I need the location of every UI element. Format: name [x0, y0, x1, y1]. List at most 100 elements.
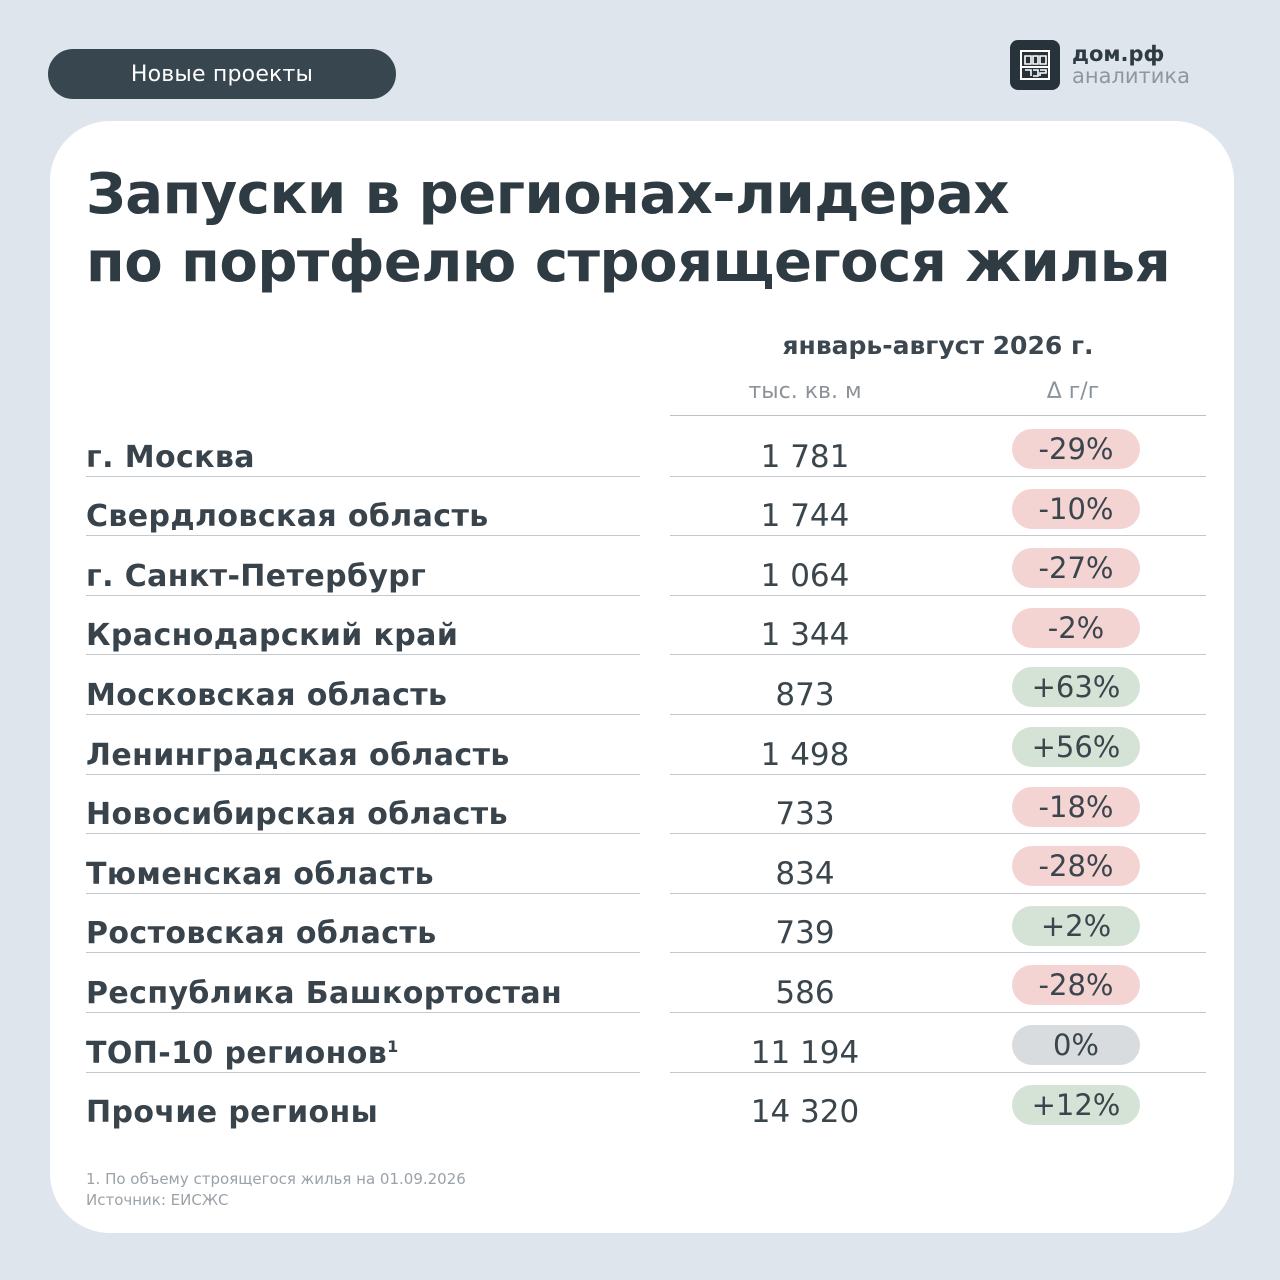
region-name-text: Ростовская область	[86, 916, 437, 952]
section-label: Новые проекты	[48, 49, 396, 99]
volume-value: 739	[775, 915, 835, 952]
volume-value: 14 320	[750, 1094, 860, 1131]
region-name-text: Ленинградская область	[86, 737, 510, 773]
row-divider-right	[670, 833, 1206, 835]
region-name-text: Новосибирская область	[86, 797, 508, 833]
change-badge: -28%	[1012, 965, 1140, 1006]
row-divider-left	[86, 1071, 640, 1073]
region-name: г. Санкт-Петербург	[86, 559, 646, 594]
region-name-text: Краснодарский край	[86, 618, 459, 654]
row-divider-right	[670, 654, 1206, 656]
page-title: Запуски в регионах-лидерах по портфелю с…	[86, 161, 1171, 297]
volume-value: 1 781	[760, 438, 850, 475]
change-badge: +63%	[1012, 667, 1140, 708]
volume-value: 1 064	[760, 557, 850, 594]
region-name: Прочие регионы	[86, 1095, 646, 1130]
volume-value: 11 194	[750, 1034, 860, 1071]
volume-value: 586	[775, 974, 835, 1011]
row-divider-right	[670, 594, 1206, 596]
volume-value: 834	[775, 855, 835, 892]
region-name: Тюменская область	[86, 857, 646, 892]
change-badge: -27%	[1012, 548, 1140, 589]
row-divider-right	[670, 535, 1206, 537]
row-divider-right	[670, 952, 1206, 954]
change-badge: -2%	[1012, 607, 1140, 648]
region-name-text: Прочие регионы	[86, 1095, 379, 1131]
row-divider-left	[86, 833, 640, 835]
row-divider-left	[86, 535, 640, 537]
footnote-marker: 1	[387, 1036, 399, 1056]
row-divider-left	[86, 713, 640, 715]
change-badge: -28%	[1012, 846, 1140, 887]
volume-value: 873	[775, 676, 835, 713]
table-row: Краснодарский край 1 344 -2%	[86, 596, 1206, 656]
logo-name: дом.рф	[1072, 42, 1165, 66]
title-line-1: Запуски в регионах-лидерах	[86, 162, 1009, 227]
region-name: Московская область	[86, 678, 646, 713]
table-row: г. Санкт-Петербург 1 064 -27%	[86, 536, 1206, 596]
region-name-text: Московская область	[86, 677, 448, 713]
region-name-text: Тюменская область	[86, 856, 435, 892]
row-divider-left	[86, 475, 640, 477]
brand-logo: дом.рф аналитика	[1010, 40, 1190, 90]
region-name-text: г. Москва	[86, 439, 255, 475]
region-name-text: ТОП-10 регионов	[86, 1035, 388, 1071]
table-row: ТОП-10 регионов1 11 194 0%	[86, 1013, 1206, 1073]
region-name: Новосибирская область	[86, 797, 646, 832]
volume-value: 1 498	[760, 736, 850, 773]
region-name: ТОП-10 регионов1	[86, 1036, 646, 1071]
header-divider	[670, 415, 1206, 416]
row-divider-left	[86, 773, 640, 775]
change-badge: +2%	[1012, 905, 1140, 946]
region-name: г. Москва	[86, 440, 646, 475]
row-divider-right	[670, 773, 1206, 775]
logo-mark-icon	[1010, 40, 1060, 90]
logo-subtitle: аналитика	[1072, 64, 1190, 88]
change-badge: -18%	[1012, 786, 1140, 827]
column-header-delta: Δ г/г	[1046, 379, 1100, 404]
change-badge: -29%	[1012, 429, 1140, 469]
footnote-source: Источник: ЕИСЖС	[86, 1191, 229, 1209]
region-name-text: Республика Башкортостан	[86, 975, 563, 1011]
regions-table: г. Москва 1 781 -29% Свердловская область 1 …	[86, 417, 1206, 1132]
table-row: Прочие регионы 14 320 +12%	[86, 1073, 1206, 1133]
region-name: Ленинградская область	[86, 738, 646, 773]
row-divider-left	[86, 654, 640, 656]
volume-value: 1 344	[760, 617, 850, 654]
change-badge: +12%	[1012, 1084, 1140, 1125]
table-row: Тюменская область 834 -28%	[86, 834, 1206, 894]
region-name: Республика Башкортостан	[86, 976, 646, 1011]
change-badge: +56%	[1012, 726, 1140, 767]
table-row: Московская область 873 +63%	[86, 655, 1206, 715]
footnote: 1. По объему строящегося жилья на 01.09.…	[86, 1169, 466, 1211]
region-name-text: Свердловская область	[86, 499, 489, 535]
period-header: январь-август 2026 г.	[782, 331, 1094, 360]
column-header-units: тыс. кв. м	[748, 379, 862, 404]
region-name-text: г. Санкт-Петербург	[86, 558, 427, 594]
change-badge: 0%	[1012, 1024, 1140, 1065]
row-divider-right	[670, 1011, 1206, 1013]
table-row: Ростовская область 739 +2%	[86, 894, 1206, 954]
row-divider-left	[86, 952, 640, 954]
volume-value: 733	[775, 796, 835, 833]
table-row: Свердловская область 1 744 -10%	[86, 477, 1206, 537]
change-badge: -10%	[1012, 488, 1140, 529]
content-card: Запуски в регионах-лидерах по портфелю с…	[50, 121, 1234, 1233]
row-divider-right	[670, 1071, 1206, 1073]
table-row: Новосибирская область 733 -18%	[86, 775, 1206, 835]
region-name: Свердловская область	[86, 499, 646, 534]
table-row: г. Москва 1 781 -29%	[86, 417, 1206, 477]
region-name: Краснодарский край	[86, 618, 646, 653]
footnote-note: 1. По объему строящегося жилья на 01.09.…	[86, 1170, 466, 1188]
title-line-2: по портфелю строящегося жилья	[86, 230, 1171, 295]
row-divider-right	[670, 713, 1206, 715]
row-divider-left	[86, 594, 640, 596]
row-divider-left	[86, 892, 640, 894]
row-divider-left	[86, 1011, 640, 1013]
volume-value: 1 744	[760, 498, 850, 535]
region-name: Ростовская область	[86, 916, 646, 951]
row-divider-right	[670, 475, 1206, 477]
table-row: Республика Башкортостан 586 -28%	[86, 953, 1206, 1013]
row-divider-right	[670, 892, 1206, 894]
table-row: Ленинградская область 1 498 +56%	[86, 715, 1206, 775]
